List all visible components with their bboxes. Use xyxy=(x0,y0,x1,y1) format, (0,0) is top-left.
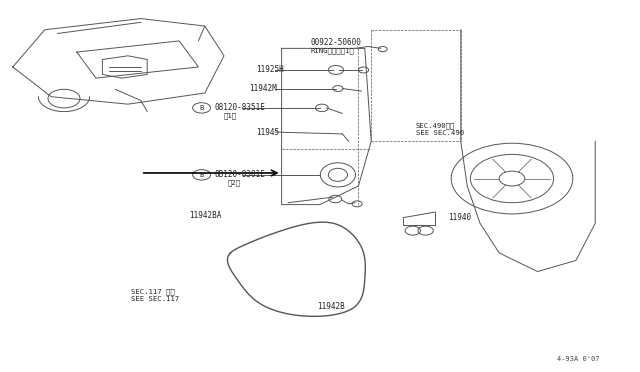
Text: SEC.490参照: SEC.490参照 xyxy=(416,122,456,129)
Text: 11925H: 11925H xyxy=(256,65,284,74)
Text: 08120-8351E: 08120-8351E xyxy=(214,103,265,112)
Text: 0B120-8301E: 0B120-8301E xyxy=(214,170,265,179)
Text: SEC.117 参照: SEC.117 参照 xyxy=(131,289,175,295)
Text: SEE SEC.490: SEE SEC.490 xyxy=(416,130,464,136)
Text: 4-93A 0'07: 4-93A 0'07 xyxy=(557,356,599,362)
Text: 00922-50600: 00922-50600 xyxy=(310,38,361,47)
Text: （1）: （1） xyxy=(224,112,237,119)
Text: 11945: 11945 xyxy=(256,128,279,137)
Text: B: B xyxy=(200,105,204,111)
Text: SEE SEC.117: SEE SEC.117 xyxy=(131,296,179,302)
Text: B: B xyxy=(200,172,204,178)
Text: 11942M: 11942M xyxy=(250,84,277,93)
Text: 11942B: 11942B xyxy=(317,302,344,311)
Text: RINGリング（1）: RINGリング（1） xyxy=(310,47,354,54)
Text: 11940: 11940 xyxy=(448,213,471,222)
Text: 11942BA: 11942BA xyxy=(189,211,221,220)
Text: （2）: （2） xyxy=(227,179,241,186)
